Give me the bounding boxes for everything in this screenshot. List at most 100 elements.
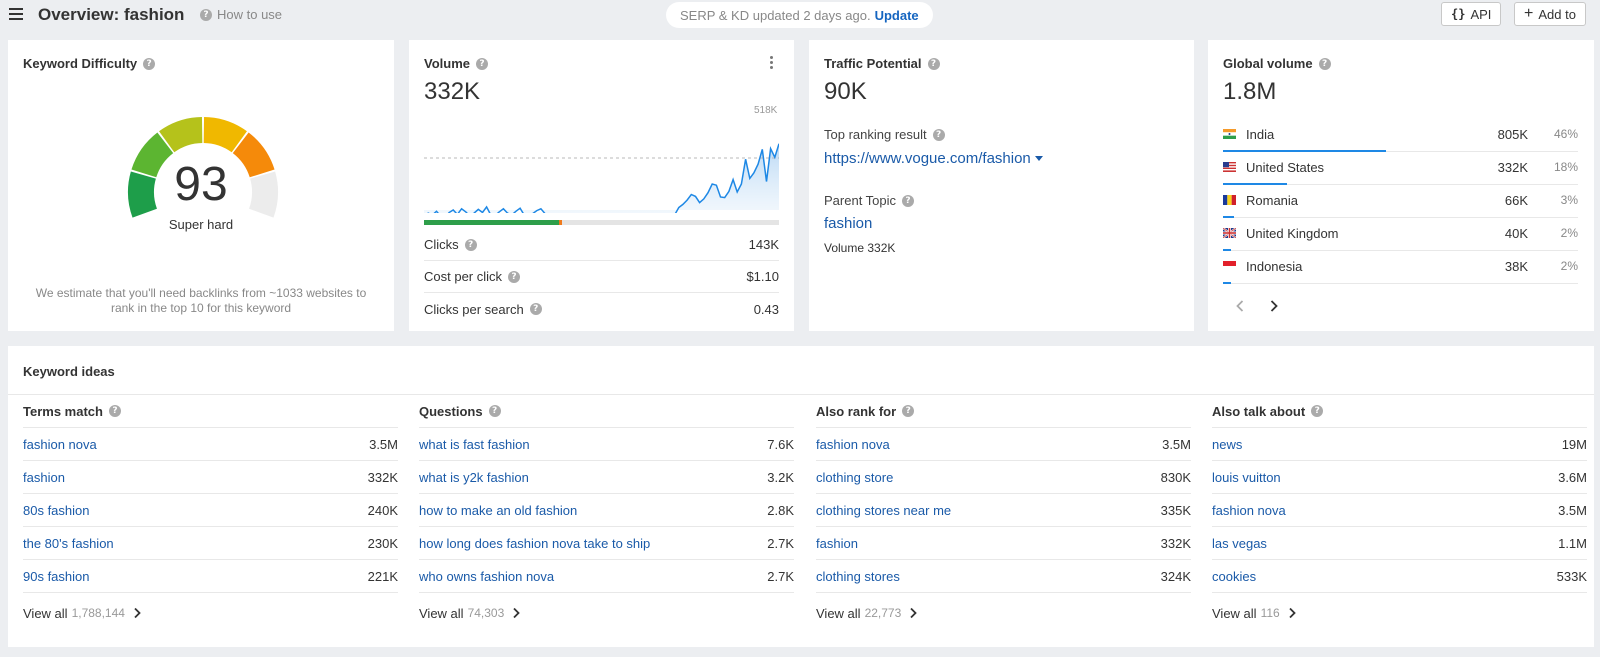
keyword-link[interactable]: 90s fashion xyxy=(23,568,90,584)
keyword-link[interactable]: news xyxy=(1212,436,1243,452)
keyword-difficulty-title: Keyword Difficulty ? xyxy=(23,56,156,71)
country-share-bar xyxy=(1223,183,1287,185)
parent-topic-label-text: Parent Topic xyxy=(824,193,897,208)
keyword-link[interactable]: fashion xyxy=(23,469,65,485)
global-volume-title-text: Global volume xyxy=(1223,56,1313,71)
api-button[interactable]: {} API xyxy=(1441,2,1502,26)
keyword-volume: 324K xyxy=(1160,568,1191,584)
how-to-use-link[interactable]: ? How to use xyxy=(200,7,282,22)
country-row[interactable]: Romania 66K 3% xyxy=(1223,185,1578,218)
ideas-column-also-talk-about: Also talk about? news 19M louis vuitton 3.… xyxy=(1212,395,1587,633)
code-braces-icon: {} xyxy=(1451,7,1466,21)
keyword-link[interactable]: clothing stores near me xyxy=(816,502,952,518)
divider xyxy=(8,394,1594,395)
kd-gauge-segment xyxy=(131,132,174,178)
ideas-column-title: Terms match xyxy=(23,403,103,419)
keyword-volume: 7.6K xyxy=(767,436,794,452)
help-icon[interactable]: ? xyxy=(143,57,156,70)
keyword-volume: 19M xyxy=(1561,436,1587,452)
top-bar: Overview: fashion ? How to use SERP & KD… xyxy=(0,0,1600,30)
view-all-link[interactable]: View all 22,773 xyxy=(816,593,1191,633)
country-row[interactable]: Indonesia 38K 2% xyxy=(1223,251,1578,284)
list-item: 80s fashion 240K xyxy=(23,494,398,527)
ideas-column-questions: Questions? what is fast fashion 7.6K what… xyxy=(419,395,794,633)
list-item: how to make an old fashion 2.8K xyxy=(419,494,794,527)
chevron-right-icon xyxy=(1270,300,1278,312)
country-share-bar xyxy=(1223,216,1234,218)
keyword-link[interactable]: las vegas xyxy=(1212,535,1267,551)
keyword-link[interactable]: louis vuitton xyxy=(1212,469,1281,485)
top-ranking-url-link[interactable]: https://www.vogue.com/fashion xyxy=(824,150,1043,167)
keyword-link[interactable]: how to make an old fashion xyxy=(419,502,578,518)
keyword-link[interactable]: 80s fashion xyxy=(23,502,90,518)
keyword-link[interactable]: what is fast fashion xyxy=(419,436,530,452)
keyword-link[interactable]: clothing stores xyxy=(816,568,900,584)
kd-note: We estimate that you'll need backlinks f… xyxy=(35,286,367,315)
list-item: fashion nova 3.5M xyxy=(23,428,398,461)
country-percent: 46% xyxy=(1553,127,1578,141)
keyword-link[interactable]: the 80's fashion xyxy=(23,535,114,551)
page-title: Overview: fashion xyxy=(38,5,185,24)
ideas-column-title: Also talk about xyxy=(1212,403,1306,419)
country-percent: 3% xyxy=(1560,193,1578,207)
keyword-difficulty-card: Keyword Difficulty ? 93 Super hard We es… xyxy=(8,40,394,331)
list-item: clothing stores 324K xyxy=(816,560,1191,593)
help-icon[interactable]: ? xyxy=(476,57,488,70)
country-row[interactable]: India 805K 46% xyxy=(1223,119,1578,152)
help-icon[interactable]: ? xyxy=(932,128,945,141)
list-item: fashion 332K xyxy=(816,527,1191,560)
kd-gauge-segment xyxy=(203,117,247,153)
update-notice-text: SERP & KD updated 2 days ago. xyxy=(680,7,871,23)
keyword-link[interactable]: fashion nova xyxy=(816,436,890,452)
list-item: how long does fashion nova take to ship 2… xyxy=(419,527,794,560)
help-icon[interactable]: ? xyxy=(902,405,915,417)
keyword-link[interactable]: who owns fashion nova xyxy=(419,568,555,584)
keyword-link[interactable]: fashion nova xyxy=(23,436,97,452)
country-name: India xyxy=(1246,127,1275,142)
view-all-count: 22,773 xyxy=(864,606,902,620)
chevron-right-icon xyxy=(1289,607,1296,619)
view-all-link[interactable]: View all 1,788,144 xyxy=(23,593,398,633)
keyword-link[interactable]: how long does fashion nova take to ship xyxy=(419,535,651,551)
menu-icon[interactable] xyxy=(9,8,23,20)
keyword-link[interactable]: clothing store xyxy=(816,469,894,485)
keyword-volume: 2.7K xyxy=(767,568,794,584)
help-icon[interactable]: ? xyxy=(902,194,915,207)
metric-value: 0.43 xyxy=(753,301,779,317)
chevron-right-icon xyxy=(910,607,918,619)
next-page-button[interactable] xyxy=(1264,296,1284,316)
view-all-link[interactable]: View all 116 xyxy=(1212,593,1587,633)
more-options-icon[interactable] xyxy=(770,56,774,71)
add-to-button-label: Add to xyxy=(1538,6,1576,22)
help-icon[interactable]: ? xyxy=(488,405,501,417)
country-row[interactable]: United Kingdom 40K 2% xyxy=(1223,218,1578,251)
help-icon[interactable]: ? xyxy=(508,270,521,283)
help-icon[interactable]: ? xyxy=(464,238,477,251)
add-to-button[interactable]: + Add to xyxy=(1514,2,1586,26)
previous-page-button[interactable] xyxy=(1230,296,1250,316)
traffic-potential-title-text: Traffic Potential xyxy=(824,56,922,71)
keyword-link[interactable]: fashion xyxy=(816,535,858,551)
help-icon[interactable]: ? xyxy=(529,303,542,315)
update-notice: SERP & KD updated 2 days ago. Update xyxy=(666,2,933,28)
view-all-label: View all xyxy=(419,605,464,621)
help-icon[interactable]: ? xyxy=(927,57,940,70)
help-icon[interactable]: ? xyxy=(1311,405,1324,417)
caret-down-icon xyxy=(1034,156,1043,161)
metric-value: 143K xyxy=(748,237,779,252)
keyword-link[interactable]: what is y2k fashion xyxy=(419,469,529,485)
help-icon[interactable]: ? xyxy=(1318,57,1331,70)
country-percent: 18% xyxy=(1553,160,1578,174)
country-row[interactable]: United States 332K 18% xyxy=(1223,152,1578,185)
keyword-link[interactable]: cookies xyxy=(1212,568,1257,584)
keyword-volume: 240K xyxy=(367,502,398,518)
view-all-link[interactable]: View all 74,303 xyxy=(419,593,794,633)
keyword-volume: 2.8K xyxy=(767,502,794,518)
update-link[interactable]: Update xyxy=(874,7,919,23)
parent-topic-link[interactable]: fashion xyxy=(824,215,873,232)
keyword-volume: 533K xyxy=(1556,568,1587,584)
help-icon[interactable]: ? xyxy=(108,405,121,417)
country-volume: 805K xyxy=(1497,127,1528,142)
keyword-link[interactable]: fashion nova xyxy=(1212,502,1286,518)
help-icon: ? xyxy=(200,8,212,21)
